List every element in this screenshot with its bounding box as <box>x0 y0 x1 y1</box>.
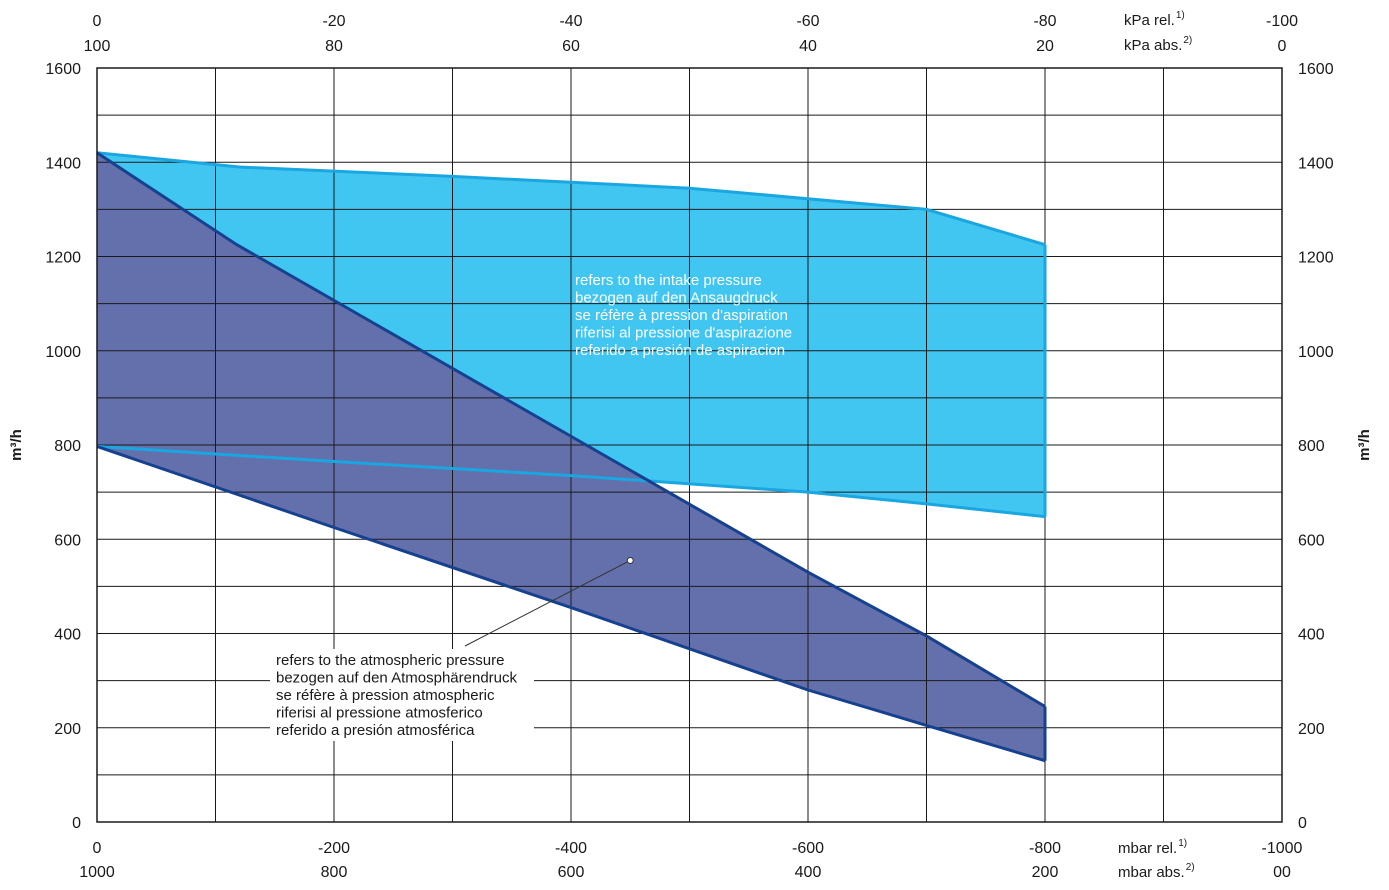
y-tick-left: 1200 <box>45 250 81 267</box>
top-abs-unit: kPa abs.2) <box>1124 35 1192 54</box>
series-upper-edge-1 <box>96 151 1046 247</box>
y-tick-right: 400 <box>1298 627 1325 644</box>
bottom-abs-axis-tick: 400 <box>795 864 822 881</box>
bottom-rel-unit-text: mbar rel. <box>1118 840 1177 857</box>
top-abs-unit-note: 2) <box>1183 35 1192 46</box>
top-rel-axis-tick: -100 <box>1266 13 1298 30</box>
annotation-intake-line: se réfère à pression d'aspiration <box>575 307 788 324</box>
annotation-leader-line <box>464 560 631 647</box>
annotation-atmospheric-line: se réfère à pression atmospheric <box>276 687 495 704</box>
top-rel-unit: kPa rel.1) <box>1124 10 1185 29</box>
top-rel-axis-tick: -80 <box>1033 13 1056 30</box>
annotation-intake-line: refers to the intake pressure <box>575 272 762 289</box>
top-abs-axis-tick: 20 <box>1036 38 1054 55</box>
y-tick-left: 200 <box>54 721 81 738</box>
bottom-rel-axis-tick: 0 <box>93 840 102 857</box>
annotation-atmospheric-line: bezogen auf den Atmosphärendruck <box>276 670 518 687</box>
series-lower-edge-2 <box>96 444 1046 763</box>
y-tick-left: 800 <box>54 438 81 455</box>
top-rel-axis: 0 -20 -40 -60 -80 -100 <box>93 13 1299 30</box>
top-rel-unit-note: 1) <box>1176 10 1185 21</box>
plot-frame <box>96 67 1283 823</box>
y-tick-right: 800 <box>1298 438 1325 455</box>
top-abs-unit-text: kPa abs. <box>1124 37 1182 54</box>
y-tick-right: 1200 <box>1298 250 1334 267</box>
top-rel-axis-tick: -60 <box>796 13 819 30</box>
annotation-atmospheric-box <box>270 649 534 741</box>
top-abs-axis-tick: 0 <box>1278 38 1287 55</box>
bottom-rel-unit-note: 1) <box>1178 838 1187 849</box>
bottom-abs-unit: mbar abs.2) <box>1118 862 1195 881</box>
bottom-abs-axis: 1000 800 600 400 200 00 <box>79 864 1291 881</box>
y-tick-left: 600 <box>54 532 81 549</box>
annotation-intake-line: riferisi al pressione d'aspirazione <box>575 325 792 342</box>
y-tick-left: 1000 <box>45 344 81 361</box>
bottom-abs-axis-tick: 00 <box>1273 864 1291 881</box>
top-rel-axis-tick: 0 <box>93 13 102 30</box>
bottom-abs-unit-note: 2) <box>1186 862 1195 873</box>
y-tick-right: 200 <box>1298 721 1325 738</box>
y-tick-left: 0 <box>72 815 81 832</box>
y-tick-left: 400 <box>54 627 81 644</box>
y-tick-left: 1400 <box>45 155 81 172</box>
y-tick-right: 0 <box>1298 815 1307 832</box>
top-abs-axis-tick: 60 <box>562 38 580 55</box>
annotation-atmospheric-line: riferisi al pressione atmosferico <box>276 705 483 722</box>
bottom-abs-unit-text: mbar abs. <box>1118 864 1185 881</box>
top-abs-axis-tick: 100 <box>84 38 111 55</box>
top-rel-axis-tick: -40 <box>559 13 582 30</box>
top-abs-axis-tick: 80 <box>325 38 343 55</box>
bottom-abs-axis-tick: 600 <box>558 864 585 881</box>
annotation-leader-dot <box>626 556 634 564</box>
annotation-intake-line: bezogen auf den Ansaugdruck <box>575 290 778 307</box>
top-abs-axis: 100 80 60 40 20 0 <box>84 38 1287 55</box>
y-axis-ticks: 0 0 200 200 400 400 600 600 800 800 1000 1000 1200 12… <box>45 61 1333 832</box>
bottom-abs-axis-tick: 200 <box>1032 864 1059 881</box>
bottom-rel-axis-tick: -400 <box>555 840 587 857</box>
y-axis-label-left: m³/h <box>8 429 25 461</box>
top-abs-axis-tick: 40 <box>799 38 817 55</box>
bottom-abs-axis-tick: 800 <box>321 864 348 881</box>
annotation-intake-line: referido a presión de aspiracion <box>575 342 785 359</box>
top-rel-axis-tick: -20 <box>322 13 345 30</box>
y-tick-left: 1600 <box>45 61 81 78</box>
annotation-atmospheric-line: referido a presión atmosférica <box>276 722 475 739</box>
bottom-rel-axis-tick: -800 <box>1029 840 1061 857</box>
annotation-atmospheric-line: refers to the atmospheric pressure <box>276 652 504 669</box>
y-tick-right: 1600 <box>1298 61 1334 78</box>
bottom-rel-axis-tick: -200 <box>318 840 350 857</box>
bottom-rel-axis-tick: -600 <box>792 840 824 857</box>
top-rel-unit-text: kPa rel. <box>1124 12 1175 29</box>
bottom-rel-unit: mbar rel.1) <box>1118 838 1187 857</box>
y-axis-label-right: m³/h <box>1356 429 1373 461</box>
series-upper-edge-2 <box>96 151 1046 708</box>
y-tick-right: 1000 <box>1298 344 1334 361</box>
bottom-rel-axis: 0 -200 -400 -600 -800 -1000 <box>93 840 1303 857</box>
y-tick-right: 600 <box>1298 532 1325 549</box>
y-tick-right: 1400 <box>1298 155 1334 172</box>
bottom-rel-axis-tick: -1000 <box>1262 840 1303 857</box>
bottom-abs-axis-tick: 1000 <box>79 864 115 881</box>
annotation-atmospheric: refers to the atmospheric pressurebezoge… <box>276 652 518 739</box>
series-lower-edge-1 <box>96 444 1046 519</box>
